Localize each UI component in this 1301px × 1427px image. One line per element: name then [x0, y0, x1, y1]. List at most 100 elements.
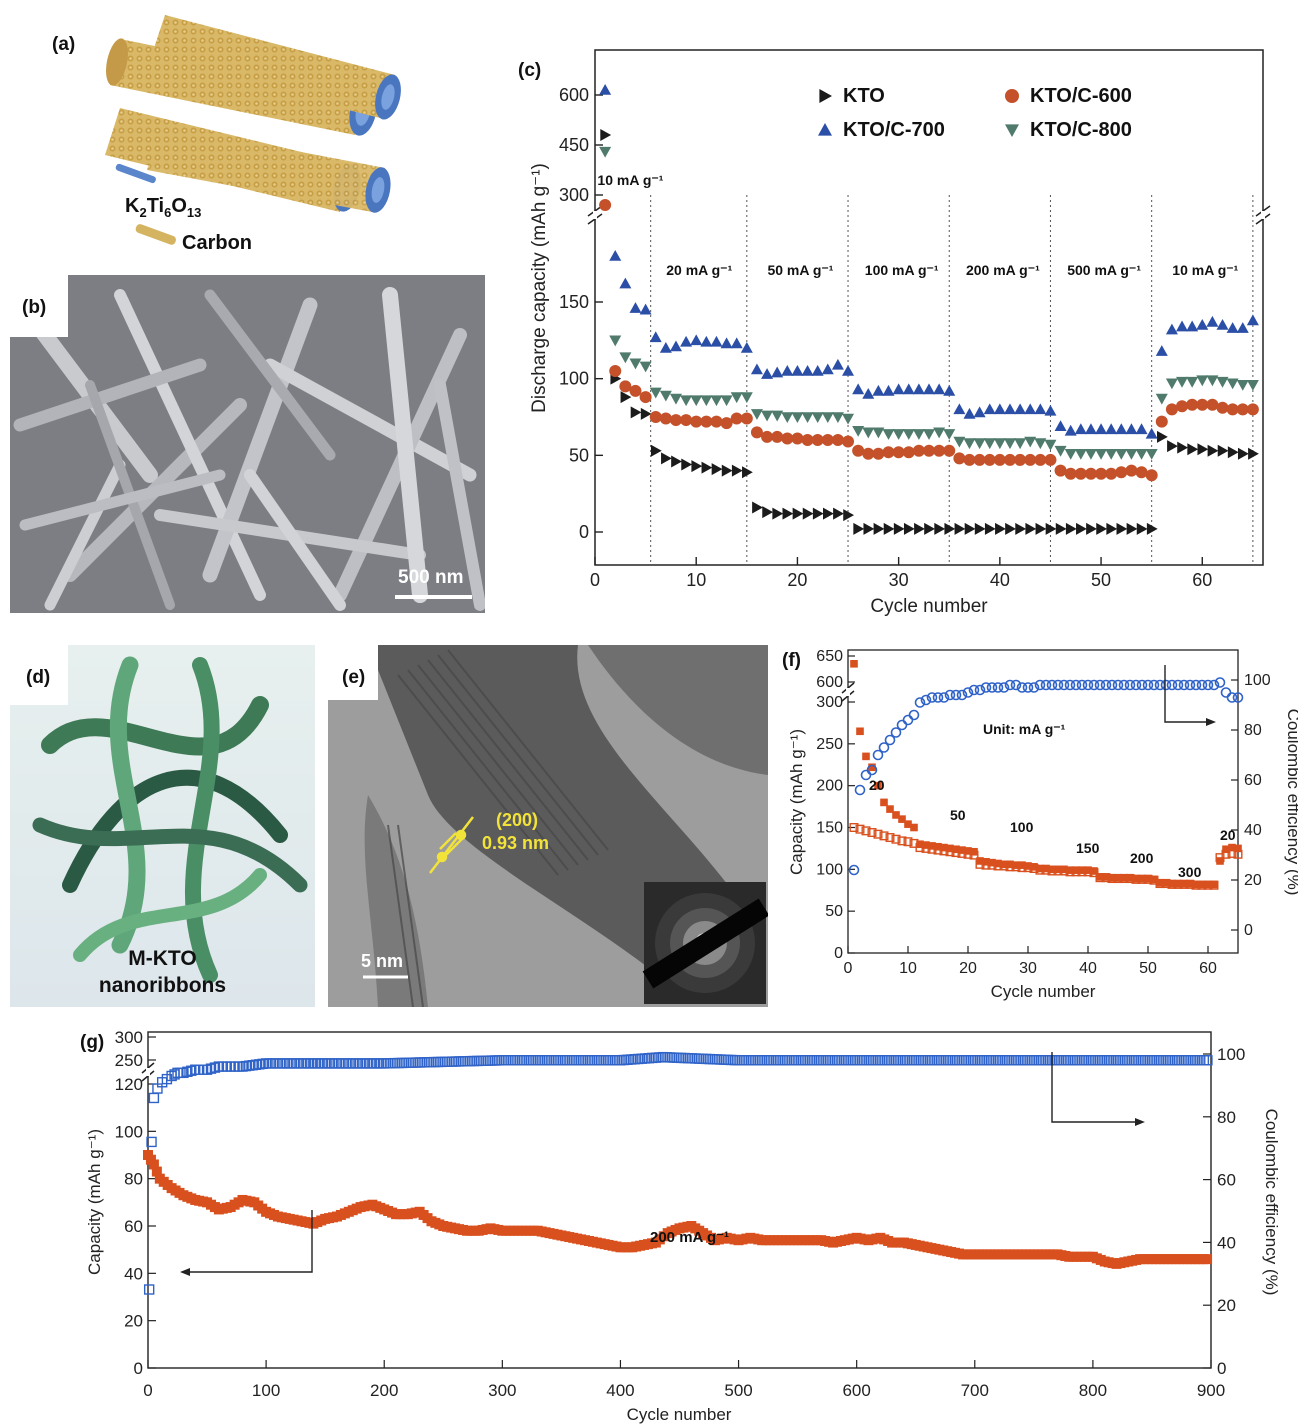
data-point [883, 522, 895, 535]
data-point [933, 383, 946, 395]
data-point [302, 1058, 313, 1069]
data-point [1115, 449, 1128, 460]
data-point [914, 697, 926, 708]
data-point [1096, 873, 1104, 881]
y-tick-label: 100 [115, 1122, 143, 1141]
data-point [892, 429, 905, 440]
data-point [1208, 679, 1220, 691]
data-point [1003, 453, 1016, 466]
data-point [1124, 679, 1136, 691]
panel-a: (a) [0, 0, 420, 265]
data-point [750, 426, 763, 439]
panel-d: (d) M-KTO nanoribbons [10, 645, 315, 1007]
axis-break-gap [846, 688, 850, 696]
data-point [848, 864, 860, 876]
data-point [953, 403, 966, 415]
data-point [1022, 682, 1034, 693]
y2-tick-label: 0 [1217, 1359, 1226, 1378]
data-point [1011, 862, 1021, 872]
data-point [1178, 679, 1190, 691]
data-point [1094, 679, 1106, 691]
data-point [1116, 522, 1128, 535]
data-point [691, 460, 703, 473]
data-point [1054, 445, 1067, 457]
data-points [599, 84, 1259, 535]
data-point [1015, 522, 1027, 535]
data-point [943, 429, 956, 440]
data-point [1100, 679, 1112, 691]
data-point [995, 522, 1006, 535]
data-point [953, 436, 966, 448]
y-tick-label: 100 [559, 369, 589, 389]
data-point [669, 414, 682, 427]
data-point [874, 781, 882, 790]
x-tick-label: 10 [686, 570, 706, 590]
data-point [854, 784, 866, 796]
data-point [1034, 453, 1047, 466]
axis-ticks: 0 10 20 30 40 50 60050100150200250300600650020… [816, 648, 1271, 977]
data-point [313, 1058, 324, 1069]
data-point [1034, 403, 1047, 415]
data-point [969, 850, 979, 860]
data-points [143, 1051, 1213, 1295]
data-point [926, 692, 938, 703]
data-point [316, 1058, 327, 1069]
data-point [1228, 843, 1236, 852]
data-point [953, 452, 966, 465]
data-point [897, 836, 907, 846]
panel-b: (b) 500 nm [10, 275, 485, 613]
unit-annotation: Unit: mA g⁻¹ [983, 721, 1066, 737]
data-point [1018, 861, 1026, 869]
data-point [146, 1136, 157, 1148]
data-point [855, 824, 865, 834]
data-point [1017, 863, 1027, 873]
rate-cycling-chart: 0 10 20 30 40 50 60050100150200250300600650020… [787, 648, 1298, 1001]
data-point [669, 340, 682, 352]
data-point [1101, 873, 1111, 883]
y-tick-label: 0 [579, 522, 589, 542]
data-point [1145, 469, 1158, 482]
data-point [1084, 866, 1092, 874]
rate-label: 200 mA g⁻¹ [966, 262, 1040, 278]
x-tick-label: 30 [1019, 960, 1037, 977]
data-point [1074, 449, 1087, 460]
x-tick-label: 700 [961, 1381, 989, 1400]
data-point [1237, 447, 1249, 460]
data-point [681, 458, 693, 471]
data-point [1042, 864, 1050, 873]
data-point [850, 660, 858, 668]
data-point [1095, 467, 1108, 480]
legend-label: KTO/C-800 [1030, 119, 1132, 141]
data-point [337, 1058, 348, 1069]
data-point [151, 1166, 162, 1177]
data-point [801, 412, 814, 423]
data-point [963, 849, 973, 859]
data-point [866, 764, 878, 776]
data-point [619, 352, 632, 364]
data-point [1054, 420, 1067, 431]
data-point [1226, 322, 1239, 333]
data-point [1041, 865, 1051, 875]
long-cycling-chart: 0 100 200 300 400 500 600 700 800 900020406080100… [85, 1028, 1281, 1424]
data-point [1176, 400, 1189, 413]
data-point [993, 861, 1003, 871]
data-point [1246, 380, 1259, 391]
legend-marker [1005, 89, 1019, 103]
data-point [1003, 403, 1016, 415]
data-point [730, 337, 743, 349]
data-point [1196, 398, 1209, 411]
y2-tick-label: 60 [1217, 1171, 1236, 1190]
data-point [801, 434, 814, 446]
y-tick-label: 200 [816, 778, 843, 795]
x-axis-title: Cycle number [991, 982, 1096, 1001]
tem-scale-label: 5 nm [361, 951, 404, 971]
data-point [811, 365, 824, 376]
data-point [700, 415, 713, 428]
data-point [878, 742, 890, 753]
data-point [988, 858, 996, 867]
data-point [852, 426, 865, 437]
data-point [943, 384, 956, 396]
data-point [1077, 867, 1087, 877]
data-point [1029, 863, 1039, 873]
y-tick-label: 600 [559, 85, 589, 105]
